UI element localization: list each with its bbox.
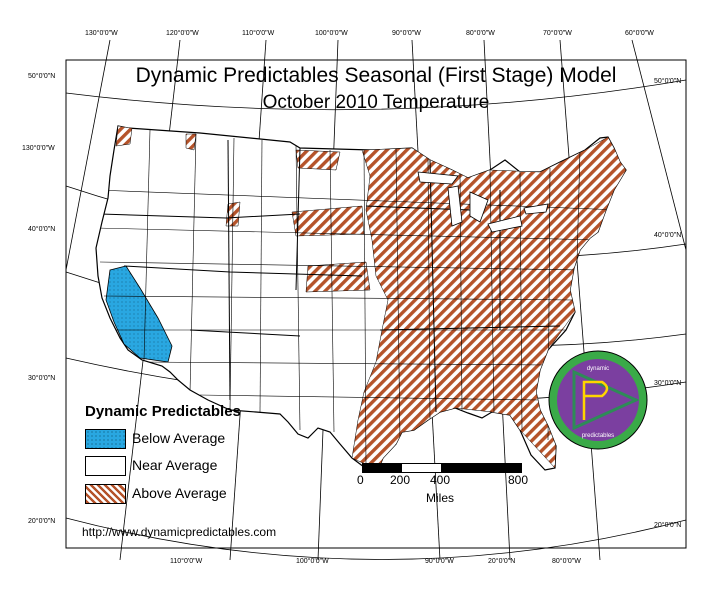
website-link[interactable]: http://www.dynamicpredictables.com [82,525,277,539]
left-latitude-label: 40°0'0"N [28,226,56,233]
legend-label-below: Below Average [132,430,226,446]
bottom-longitude-label: 100°0'0"W [296,558,329,565]
top-longitude-label: 100°0'0"W [315,30,348,37]
scale-tick-label: 800 [508,473,529,487]
logo-text-bottom: predictables [582,433,614,439]
right-latitude-label: 40°0'0"N [654,232,682,239]
left-longitude-label: 130°0'0"W [22,145,55,152]
top-longitude-label: 110°0'0"W [242,30,275,37]
legend-title: Dynamic Predictables [85,403,241,420]
bottom-longitude-label: 110°0'0"W [170,558,203,565]
climate-divisions [96,129,621,467]
legend-swatch-near [85,456,126,476]
map-title: Dynamic Predictables Seasonal (First Sta… [135,64,617,87]
top-longitude-label: 70°0'0"W [543,30,572,37]
left-latitude-label: 20°0'0"N [28,518,56,525]
legend-swatch-above [85,484,126,504]
top-longitude-label: 90°0'0"W [392,30,421,37]
legend-label-above: Above Average [132,485,227,501]
scale-tick-label: 200 [390,473,411,487]
state-boundaries [99,139,561,413]
left-latitude-label: 30°0'0"N [28,375,56,382]
scale-bar [362,463,522,473]
scale-tick-label: 400 [430,473,451,487]
top-longitude-label: 130°0'0"W [85,30,118,37]
above-average-regions [115,126,626,470]
top-longitude-label: 60°0'0"W [625,30,654,37]
scale-tick-label: 0 [357,473,364,487]
right-latitude-label: 30°0'0"N [654,380,682,387]
left-latitude-label: 50°0'0"N [28,73,56,80]
map-neatline [65,59,687,549]
top-longitude-label: 120°0'0"W [166,30,199,37]
bottom-longitude-label: 90°0'0"W [425,558,454,565]
right-latitude-label: 50°0'0"N [654,78,682,85]
right-latitude-label: 20°0'0"N [654,522,682,529]
logo-text-top: dynamic [587,366,609,372]
bottom-longitude-label: 80°0'0"W [552,558,581,565]
dynamic-predictables-logo: dynamic predictables [548,350,648,450]
map-subtitle: October 2010 Temperature [262,92,490,113]
scale-unit-label: Miles [426,491,455,505]
top-longitude-label: 80°0'0"W [466,30,495,37]
great-lakes [417,171,549,233]
legend-label-near: Near Average [132,457,218,473]
bottom-latitude-label: 20°0'0"N [488,558,516,565]
legend-swatch-below [85,429,126,449]
